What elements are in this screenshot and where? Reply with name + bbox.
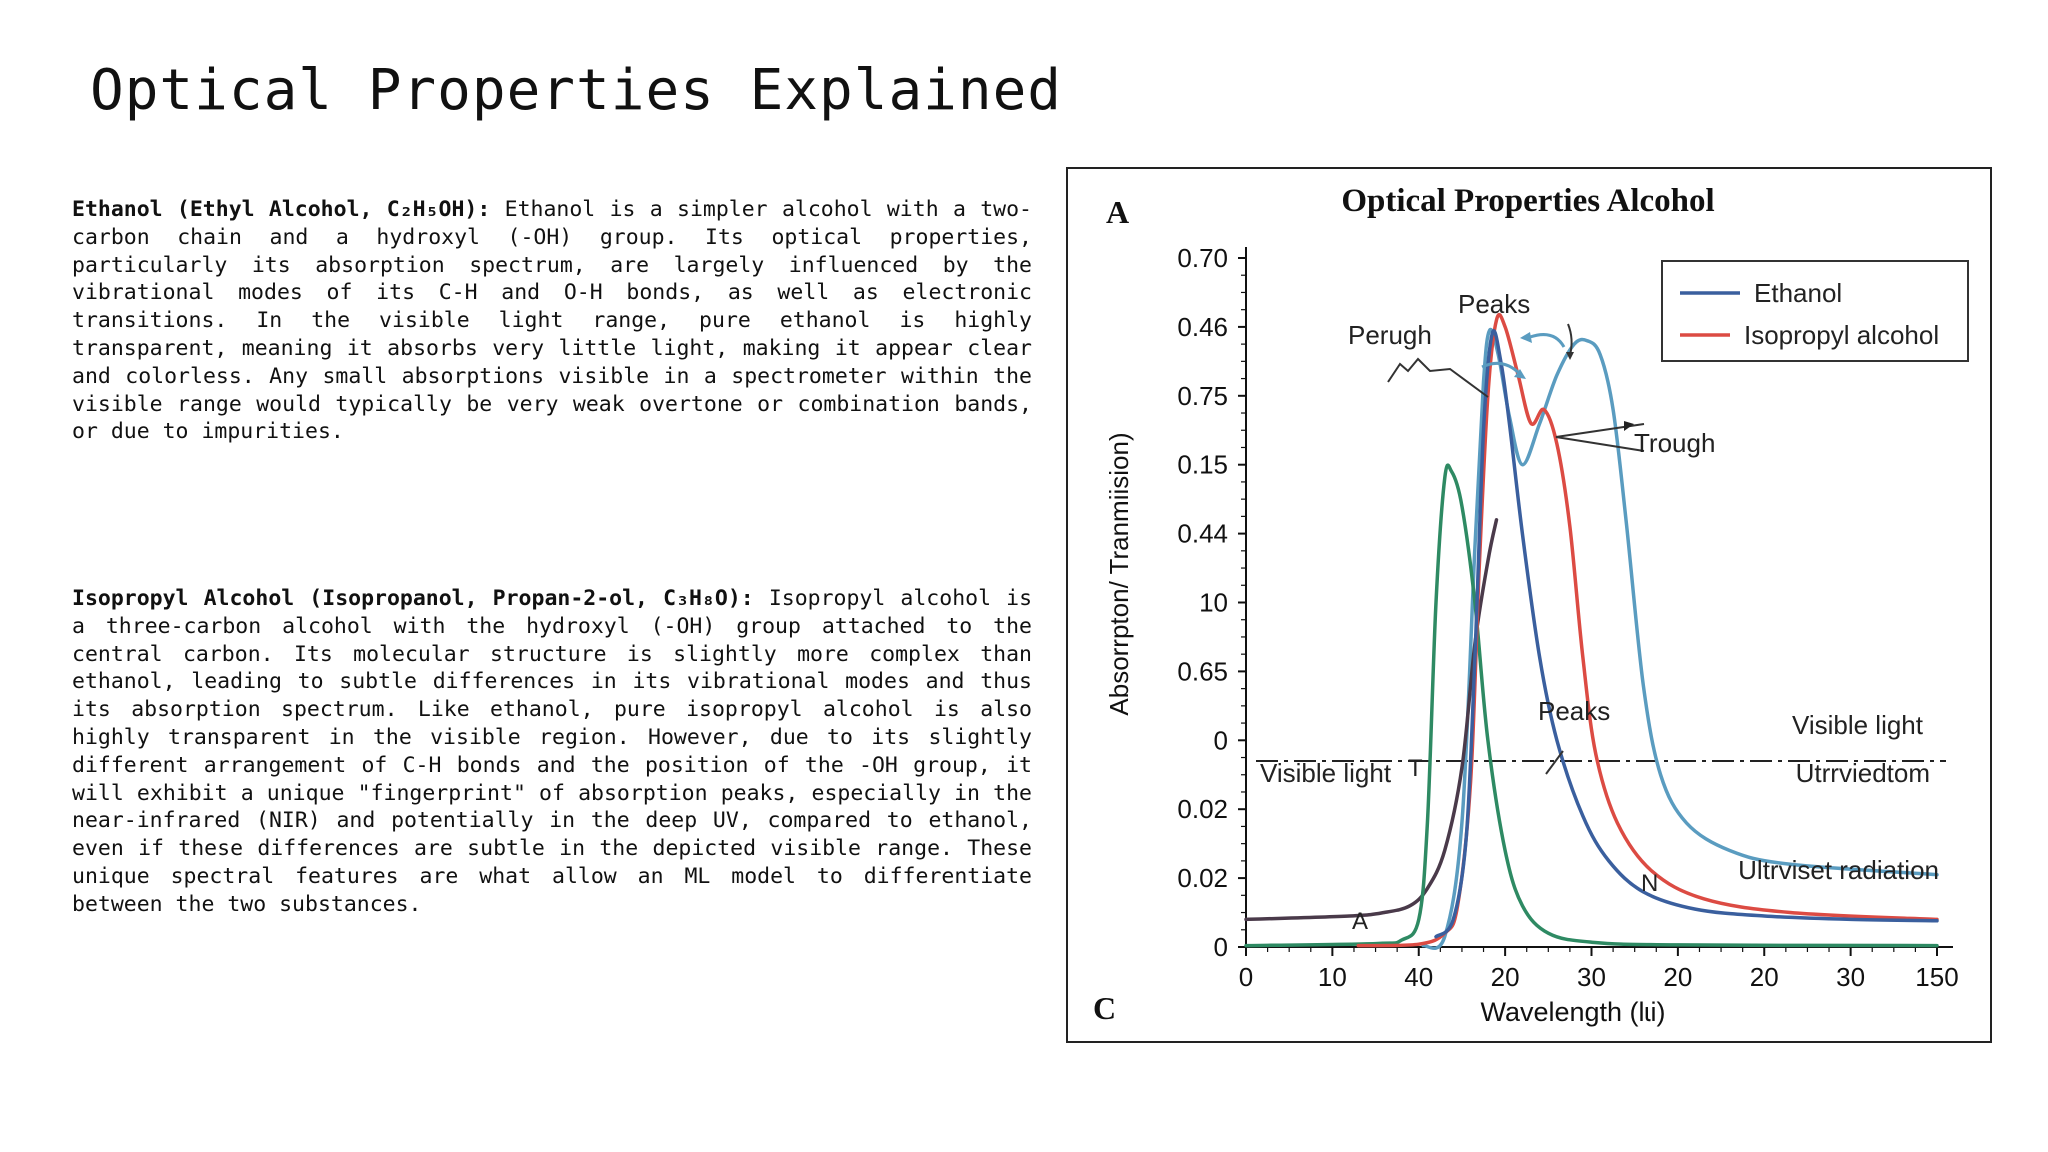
isopropyl-body: Isopropyl alcohol is a three-carbon alco…: [72, 586, 1033, 917]
y-tick-label: 0.44: [1177, 519, 1228, 549]
annotation-visible-light-left: Visible light: [1260, 758, 1392, 788]
peak-curved-arrows: [1481, 333, 1566, 376]
chart-title: Optical Properties Alcohol: [1341, 183, 1714, 219]
x-tick-label: 10: [1318, 962, 1347, 992]
panel-label-a: A: [1106, 194, 1129, 230]
peak-arrow-lower: [1481, 361, 1522, 376]
isopropyl-paragraph: Isopropyl Alcohol (Isopropanol, Propan-2…: [72, 585, 1032, 919]
annotation-a-marker: A: [1352, 908, 1368, 935]
x-tick-label: 20: [1750, 962, 1779, 992]
series-line-4: [1244, 518, 1499, 922]
x-tick-label: 150: [1915, 962, 1958, 992]
x-tick-label: 30: [1577, 962, 1606, 992]
y-tick-label: 0.70: [1177, 243, 1228, 273]
series-line-ethanol: [1434, 329, 1939, 939]
x-tick-label: 20: [1663, 962, 1692, 992]
chart-legend: Ethanol Isopropyl alcohol: [1661, 260, 1969, 362]
peaks-mid-pointer: [1545, 750, 1564, 775]
annotation-peaks-top: Peaks: [1458, 289, 1530, 319]
y-tick-label: 0.75: [1177, 381, 1228, 411]
panel-label-c: C: [1093, 990, 1116, 1026]
x-ticks: 0 10 40 20 30 20 20 30 150: [1239, 947, 1959, 992]
annotation-utrrviedtom: Utrrviedtom: [1796, 758, 1930, 788]
y-axis-title: Absorrpton/ Tranmiision): [1104, 432, 1134, 715]
x-tick-label: 0: [1239, 962, 1253, 992]
annotation-peaks-mid: Peaks: [1538, 696, 1610, 726]
series-line-2: [1421, 327, 1939, 950]
x-tick-label: 20: [1491, 962, 1520, 992]
ethanol-body: Ethanol is a simpler alcohol with a two-…: [72, 197, 1032, 445]
y-tick-label: 0.15: [1177, 450, 1228, 480]
x-tick-label: 40: [1404, 962, 1433, 992]
annotation-visible-light-right: Visible light: [1792, 710, 1924, 740]
x-axis-title: Wavelength (lɩi): [1480, 997, 1665, 1027]
y-tick-label: 10: [1199, 588, 1228, 618]
peaks-arrowhead: [1566, 352, 1574, 360]
ethanol-paragraph: Ethanol (Ethyl Alcohol, C₂H₅OH): Ethanol…: [72, 196, 1032, 446]
y-ticks: 0.70 0.46 0.75 0.15 0.44 10 0.65 0 0.02 0.02 0: [1177, 243, 1246, 962]
slide-title: Optical Properties Explained: [90, 58, 1063, 123]
series-layer: [1244, 312, 1939, 950]
spectrum-figure: A C Optical Properties Alcohol Absorrpto…: [1066, 167, 1992, 1043]
series-line-3: [1244, 463, 1939, 948]
legend-box: [1661, 260, 1969, 362]
y-tick-label: 0.02: [1177, 863, 1228, 893]
perugh-pointer: [1387, 357, 1489, 398]
ethanol-heading: Ethanol (Ethyl Alcohol, C₂H₅OH):: [72, 197, 491, 222]
y-tick-label: 0: [1214, 725, 1228, 755]
peak-arrowhead-upper: [1520, 332, 1532, 343]
annotation-n-marker: N: [1641, 870, 1658, 897]
y-tick-label: 0: [1214, 932, 1228, 962]
y-tick-label: 0.02: [1177, 794, 1228, 824]
annotation-t-marker: T: [1408, 755, 1423, 782]
annotation-trough: Trough: [1634, 428, 1715, 458]
y-tick-label: 0.65: [1177, 656, 1228, 686]
x-tick-label: 30: [1836, 962, 1865, 992]
peak-arrow-upper: [1529, 333, 1566, 348]
trough-arrowhead: [1624, 421, 1634, 431]
legend-label-isopropyl: Isopropyl alcohol: [1744, 320, 1939, 350]
peak-arrowhead-lower: [1514, 369, 1526, 379]
trough-pointer: [1555, 423, 1645, 452]
annotation-perugh: Perugh: [1348, 320, 1432, 350]
annotation-ultrviset-radiation: Ultrviset radiation: [1738, 855, 1939, 885]
y-tick-label: 0.46: [1177, 312, 1228, 342]
legend-label-ethanol: Ethanol: [1754, 278, 1842, 308]
isopropyl-heading: Isopropyl Alcohol (Isopropanol, Propan-2…: [72, 586, 754, 611]
spectrum-chart: A C Optical Properties Alcohol Absorrpto…: [1093, 183, 1969, 1027]
